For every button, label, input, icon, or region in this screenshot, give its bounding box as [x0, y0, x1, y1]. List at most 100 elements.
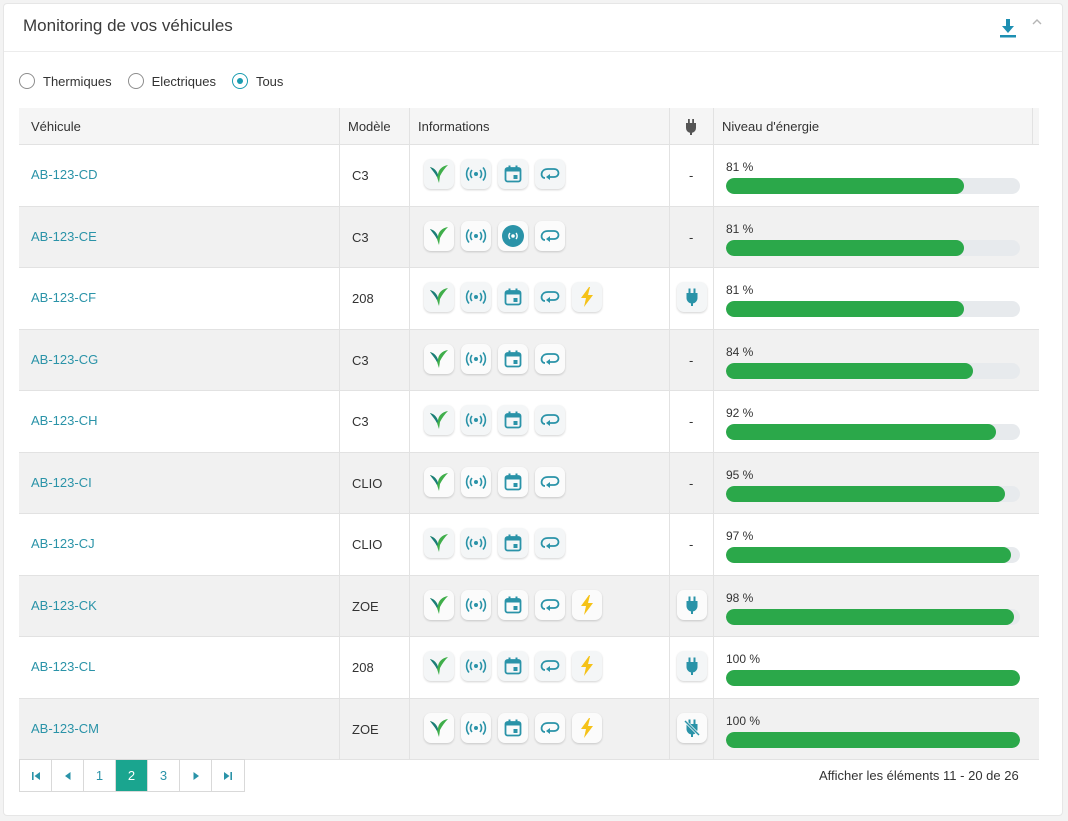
vehicle-plate-link[interactable]: AB-123-CM: [31, 720, 99, 736]
plug-status-button[interactable]: [677, 651, 707, 681]
info-icons: [424, 712, 609, 743]
pagination-info: Afficher les éléments 11 - 20 de 26: [819, 768, 1019, 783]
bird-button[interactable]: [424, 343, 454, 374]
route-button[interactable]: [535, 589, 565, 620]
table-row: AB-123-CK ZOE 98 %: [19, 575, 1039, 637]
plug-status-button[interactable]: [677, 712, 707, 743]
signal-button[interactable]: [461, 466, 491, 497]
route-icon: [539, 721, 561, 735]
broadcast-button[interactable]: [498, 220, 528, 251]
bird-button[interactable]: [424, 712, 454, 743]
signal-icon: [465, 412, 487, 428]
calendar-button[interactable]: [498, 528, 528, 558]
radio-thermiques[interactable]: Thermiques: [19, 73, 112, 89]
radio-button[interactable]: [127, 73, 144, 89]
plug-status-button[interactable]: [677, 282, 707, 312]
energy-bar-fill: [726, 608, 1015, 625]
lightning-button[interactable]: [572, 589, 602, 620]
calendar-icon: [504, 165, 522, 183]
vehicle-plate-link[interactable]: AB-123-CK: [31, 597, 97, 613]
info-icons: [424, 589, 609, 620]
calendar-button[interactable]: [498, 282, 528, 312]
energy-cell: 97 %: [713, 514, 1033, 575]
route-button[interactable]: [535, 712, 565, 743]
model-cell: C3: [339, 329, 409, 390]
column-header-energy[interactable]: Niveau d'énergie: [713, 108, 1033, 145]
vehicle-plate-link[interactable]: AB-123-CE: [31, 228, 97, 244]
lightning-button[interactable]: [572, 282, 602, 312]
bird-button[interactable]: [424, 466, 454, 497]
bird-button[interactable]: [424, 528, 454, 558]
route-button[interactable]: [535, 343, 565, 374]
lightning-button[interactable]: [572, 651, 602, 681]
bird-button[interactable]: [424, 651, 454, 681]
calendar-button[interactable]: [498, 466, 528, 497]
bird-icon: [428, 287, 450, 307]
prev-page-button[interactable]: [52, 760, 84, 791]
plug-status-text: -: [689, 414, 694, 429]
calendar-button[interactable]: [498, 159, 528, 189]
radio-button-checked[interactable]: [231, 73, 248, 89]
vehicle-model: C3: [352, 229, 369, 245]
download-icon[interactable]: [998, 17, 1018, 39]
signal-button[interactable]: [461, 405, 491, 435]
signal-button[interactable]: [461, 159, 491, 189]
model-cell: CLIO: [339, 514, 409, 575]
signal-icon: [465, 228, 487, 244]
radio-button[interactable]: [19, 73, 35, 89]
bird-icon: [428, 595, 450, 615]
page-button-3[interactable]: 3: [148, 760, 180, 791]
chevron-up-icon[interactable]: [1031, 16, 1043, 30]
bird-button[interactable]: [424, 220, 454, 251]
radio-electriques[interactable]: Electriques: [127, 73, 216, 89]
plug-status-button[interactable]: [677, 589, 707, 620]
lightning-icon: [580, 717, 594, 738]
route-button[interactable]: [535, 220, 565, 251]
bird-button[interactable]: [424, 589, 454, 620]
route-button[interactable]: [535, 651, 565, 681]
page-button-1[interactable]: 1: [84, 760, 116, 791]
calendar-button[interactable]: [498, 712, 528, 743]
bird-button[interactable]: [424, 282, 454, 312]
route-button[interactable]: [535, 405, 565, 435]
vehicle-plate-link[interactable]: AB-123-CH: [31, 413, 98, 428]
lightning-button[interactable]: [572, 712, 602, 743]
calendar-button[interactable]: [498, 651, 528, 681]
signal-button[interactable]: [461, 528, 491, 558]
vehicle-cell: AB-123-CD: [19, 145, 339, 206]
vehicle-cell: AB-123-CE: [19, 207, 339, 268]
vehicle-plate-link[interactable]: AB-123-CF: [31, 290, 97, 305]
signal-button[interactable]: [461, 651, 491, 681]
bird-button[interactable]: [424, 159, 454, 189]
vehicle-plate-link[interactable]: AB-123-CL: [31, 659, 96, 674]
column-header-model[interactable]: Modèle: [339, 108, 391, 145]
vehicle-plate-link[interactable]: AB-123-CJ: [31, 536, 95, 551]
page-title: Monitoring de vos véhicules: [23, 16, 233, 35]
bird-button[interactable]: [424, 405, 454, 435]
route-button[interactable]: [535, 466, 565, 497]
vehicle-plate-link[interactable]: AB-123-CG: [31, 351, 99, 367]
signal-button[interactable]: [461, 712, 491, 743]
route-icon: [539, 598, 561, 612]
route-button[interactable]: [535, 528, 565, 558]
last-page-button[interactable]: [212, 760, 244, 791]
signal-button[interactable]: [461, 589, 491, 620]
vehicle-plate-link[interactable]: AB-123-CD: [31, 167, 98, 182]
radio-tous[interactable]: Tous: [231, 73, 283, 89]
table-row: AB-123-CI CLIO - 95 %: [19, 452, 1039, 514]
vehicle-plate-link[interactable]: AB-123-CI: [31, 474, 92, 490]
vehicle-model: 208: [352, 291, 374, 306]
signal-button[interactable]: [461, 282, 491, 312]
route-button[interactable]: [535, 282, 565, 312]
first-page-button[interactable]: [20, 760, 52, 791]
calendar-button[interactable]: [498, 405, 528, 435]
energy-cell: 84 %: [713, 329, 1033, 390]
column-header-vehicle[interactable]: Véhicule: [31, 119, 81, 134]
calendar-button[interactable]: [498, 589, 528, 620]
route-button[interactable]: [535, 159, 565, 189]
next-page-button[interactable]: [180, 760, 212, 791]
page-button-2-current[interactable]: 2: [116, 760, 148, 791]
calendar-button[interactable]: [498, 343, 528, 374]
signal-button[interactable]: [461, 220, 491, 251]
signal-button[interactable]: [461, 343, 491, 374]
